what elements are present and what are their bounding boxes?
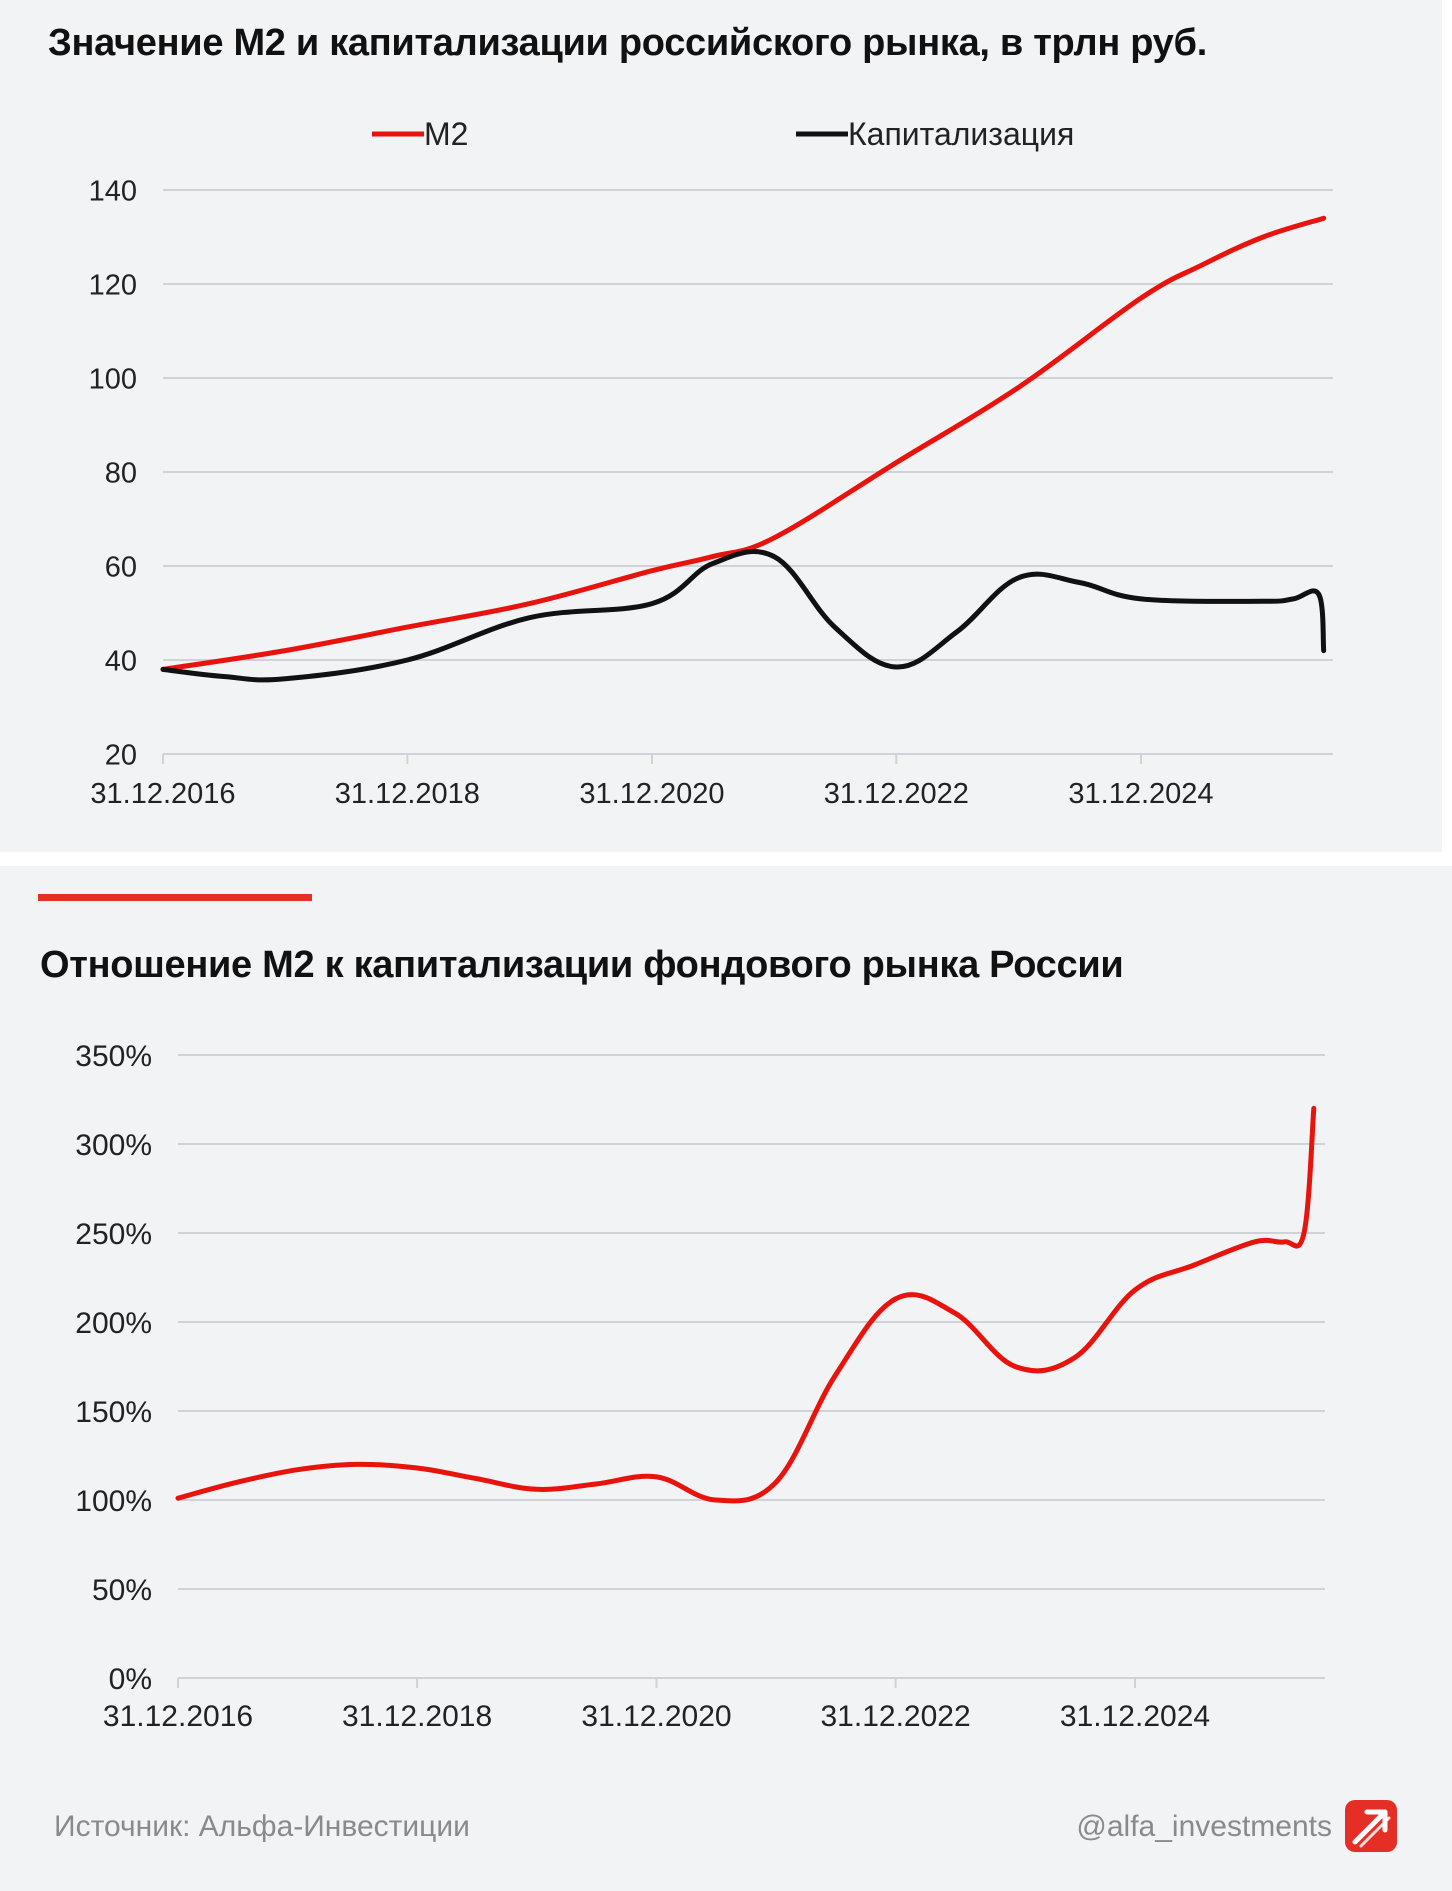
x-tick-label: 31.12.2016 (90, 778, 235, 810)
source-label: Источник: Альфа-Инвестиции (54, 1810, 470, 1843)
y-tick-label: 350% (75, 1040, 152, 1073)
x-tick-label: 31.12.2018 (335, 778, 480, 810)
series-line-1 (160, 215, 1327, 672)
chart1-svg: 20 40 60 80 100 120 140 31.12.2016 31.12.2018 31.… (89, 116, 1333, 810)
chart1-title: Значение М2 и капитализации российского … (48, 22, 1207, 64)
x-tick-label: 31.12.2018 (342, 1700, 492, 1733)
x-tick-label: 31.12.2020 (579, 778, 724, 810)
x-tick-label: 31.12.2024 (1068, 778, 1213, 810)
legend-label-1: М2 (424, 116, 468, 152)
chart2-panel (0, 866, 1452, 1891)
y-tick-label: 100 (89, 363, 137, 395)
y-tick-label: 200% (75, 1307, 152, 1340)
y-tick-label: 250% (75, 1218, 152, 1251)
legend-label-2: Капитализация (848, 116, 1074, 152)
chart1-panel (0, 0, 1442, 852)
x-tick-label: 31.12.2020 (581, 1700, 731, 1733)
x-tick-label: 31.12.2024 (1060, 1700, 1210, 1733)
y-tick-label: 300% (75, 1129, 152, 1162)
series-line-1 (175, 1105, 1317, 1504)
y-tick-label: 120 (89, 269, 137, 301)
y-tick-label: 140 (89, 175, 137, 207)
y-tick-label: 50% (92, 1574, 152, 1607)
y-tick-label: 0% (109, 1663, 152, 1696)
x-tick-label: 31.12.2022 (821, 1700, 971, 1733)
y-tick-label: 40 (105, 645, 137, 677)
series-line-2 (160, 548, 1327, 683)
y-tick-label: 60 (105, 551, 137, 583)
y-tick-label: 80 (105, 457, 137, 489)
y-tick-label: 150% (75, 1396, 152, 1429)
social-handle[interactable]: @alfa_investments (1076, 1810, 1332, 1843)
x-tick-label: 31.12.2022 (824, 778, 969, 810)
alfa-logo-arrow-icon[interactable] (1345, 1800, 1397, 1852)
y-tick-label: 100% (75, 1485, 152, 1518)
accent-bar (38, 894, 312, 901)
chart2-title: Отношение М2 к капитализации фондового р… (40, 944, 1124, 986)
y-tick-label: 20 (105, 739, 137, 771)
x-tick-label: 31.12.2016 (103, 1700, 253, 1733)
